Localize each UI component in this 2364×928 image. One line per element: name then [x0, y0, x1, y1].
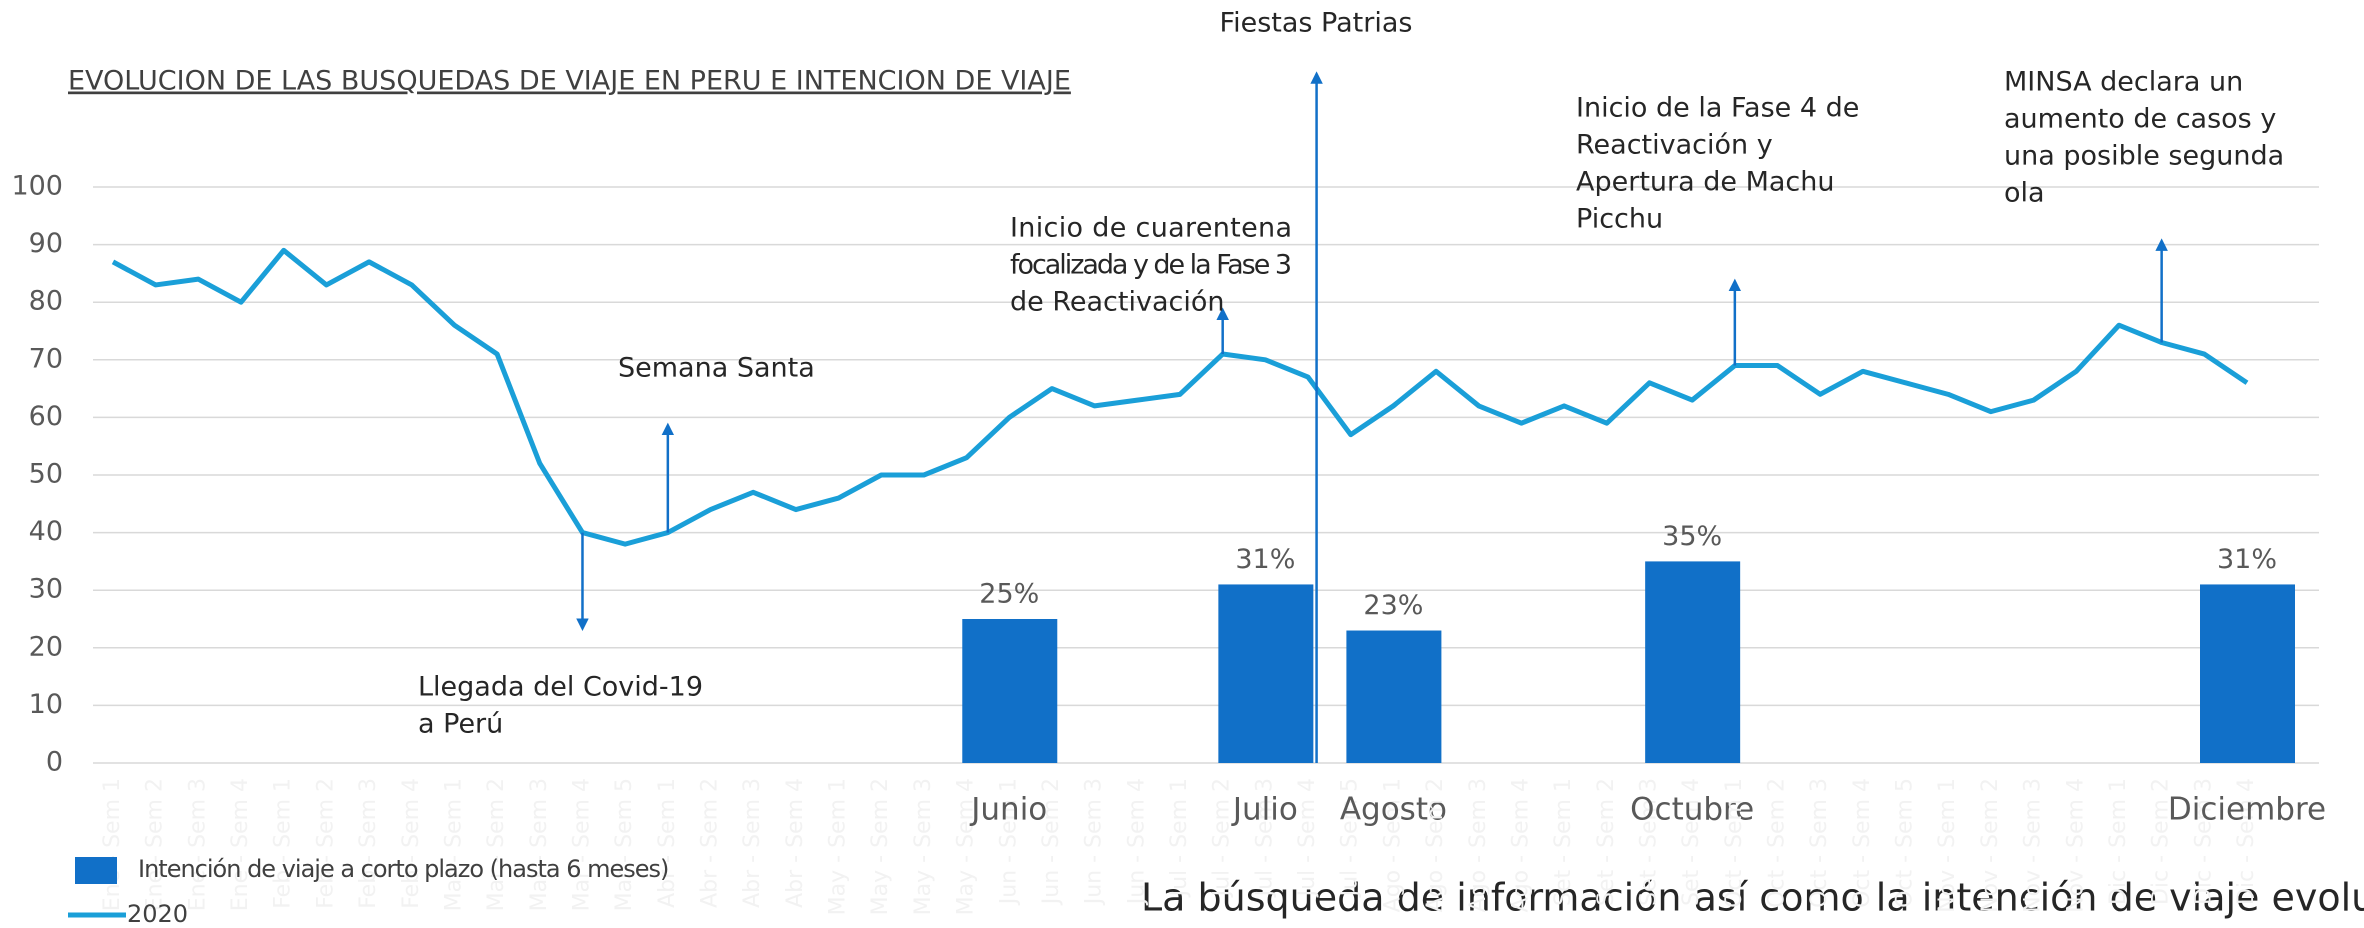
- x-tick-label: Mar - Sem 5: [612, 778, 637, 911]
- month-label: Julio: [1231, 792, 1298, 828]
- annotation-text: aumento de casos y: [2004, 104, 2276, 135]
- x-tick-label: Ago - Sem 1: [1380, 778, 1405, 912]
- x-tick-label: Ago - Sem 2: [1423, 778, 1448, 912]
- line-series: [111, 247, 2249, 547]
- annotation-text: Semana Santa: [618, 353, 815, 384]
- annotation-text: focalizada y de la Fase 3: [1010, 250, 1292, 281]
- legend-swatch: [75, 857, 117, 884]
- x-tick-label: Mar - Sem 3: [527, 778, 552, 911]
- x-tick-label: May - Sem 4: [954, 778, 979, 915]
- y-tick-label: 60: [29, 401, 63, 432]
- x-tick-label: Feb - Sem 1: [271, 778, 296, 909]
- x-tick-label: Set - Sem 3: [1636, 778, 1661, 906]
- x-tick-label: Dic - Sem 3: [2191, 778, 2216, 905]
- x-tick-label: Jun - Sem 3: [1082, 778, 1107, 906]
- x-tick-label: Nov - Sem 4: [2063, 778, 2088, 913]
- bar-value-label: 25%: [979, 579, 1039, 610]
- x-tick-label: Abr - Sem 3: [740, 778, 765, 908]
- annotation-text: una posible segunda: [2004, 141, 2284, 172]
- x-tick-label: Ago - Sem 3: [1466, 778, 1491, 912]
- footer-text: La búsqueda de información así como la i…: [1141, 876, 2364, 920]
- bar-value-label: 35%: [1662, 521, 1722, 552]
- bar-value-label: 31%: [1235, 544, 1295, 575]
- x-tick-label: Ene - Sem 4: [228, 778, 253, 911]
- x-tick-label: Oct - Sem 4: [1850, 778, 1875, 908]
- x-tick-label: Abr - Sem 4: [783, 778, 808, 908]
- x-tick-label: May - Sem 2: [868, 778, 893, 915]
- x-tick-label: Jun - Sem 4: [1124, 778, 1149, 906]
- annotation-text: Picchu: [1576, 204, 1663, 235]
- x-tick-label: Oct - Sem 2: [1765, 778, 1790, 908]
- y-tick-label: 100: [11, 171, 63, 202]
- x-tick-label: Dic - Sem 4: [2234, 778, 2259, 905]
- x-tick-label: Abr - Sem 2: [698, 778, 723, 908]
- y-tick-label: 30: [29, 574, 63, 605]
- x-tick-label: Mar - Sem 4: [569, 778, 594, 911]
- month-label: Octubre: [1630, 792, 1754, 828]
- month-label: Junio: [969, 792, 1047, 828]
- x-tick-label: Feb - Sem 2: [313, 778, 338, 909]
- x-tick-label: Nov - Sem 2: [1978, 778, 2003, 913]
- y-tick-label: 80: [29, 286, 63, 317]
- chart-title: EVOLUCION DE LAS BUSQUEDAS DE VIAJE EN P…: [68, 66, 1071, 97]
- x-tick-label: Ene - Sem 2: [143, 778, 168, 911]
- x-tick-label: Dic - Sem 1: [2106, 778, 2131, 905]
- x-tick-label: Jul - Sem 2: [1210, 778, 1235, 898]
- y-tick-label: 50: [29, 459, 63, 490]
- x-tick-label: Nov - Sem 1: [1935, 778, 1960, 913]
- bar-value-label: 31%: [2217, 544, 2277, 575]
- x-tick-label: May - Sem 1: [826, 778, 851, 915]
- annotation-text: de Reactivación: [1010, 287, 1224, 318]
- x-tick-label: Mar - Sem 2: [484, 778, 509, 911]
- annotation-text: Apertura de Machu: [1576, 167, 1835, 198]
- bar: [1218, 584, 1314, 763]
- x-tick-label: Abr - Sem 1: [655, 778, 680, 908]
- x-tick-label: Ene - Sem 1: [100, 778, 125, 911]
- x-tick-label: Oct - Sem 1: [1722, 778, 1747, 908]
- x-tick-label: Jul - Sem 4: [1295, 778, 1320, 898]
- y-tick-label: 70: [29, 343, 63, 374]
- x-tick-label: Dic - Sem 2: [2149, 778, 2174, 905]
- x-tick-label: Ago - Sem 4: [1508, 778, 1533, 912]
- bar-value-label: 23%: [1363, 590, 1423, 621]
- bar: [1645, 561, 1741, 763]
- annotation-text: MINSA declara un: [2004, 67, 2243, 98]
- month-label: Agosto: [1340, 792, 1447, 828]
- x-tick-label: Jun - Sem 1: [996, 778, 1021, 906]
- annotation-text: a Perú: [418, 709, 503, 740]
- x-tick-label: Feb - Sem 4: [399, 778, 424, 909]
- x-tick-label: Set - Sem 4: [1679, 778, 1704, 906]
- y-tick-label: 10: [29, 689, 63, 720]
- y-tick-label: 0: [46, 747, 63, 778]
- x-tick-label: Set - Sem 2: [1594, 778, 1619, 906]
- x-tick-label: May - Sem 3: [911, 778, 936, 915]
- annotation-text: Reactivación y: [1576, 130, 1773, 161]
- annotation-text: Inicio de la Fase 4 de: [1576, 93, 1859, 124]
- y-tick-label: 90: [29, 228, 63, 259]
- month-label: Diciembre: [2168, 792, 2326, 828]
- x-tick-label: Ene - Sem 3: [185, 778, 210, 911]
- x-tick-label: Mar - Sem 1: [441, 778, 466, 911]
- x-tick-label: Feb - Sem 3: [356, 778, 381, 909]
- legend-label: Intención de viaje a corto plazo (hasta …: [138, 855, 668, 883]
- x-tick-label: Jul - Sem 3: [1252, 778, 1277, 898]
- bar: [1346, 630, 1442, 763]
- x-tick-label: Oct - Sem 3: [1807, 778, 1832, 908]
- y-tick-label: 40: [29, 516, 63, 547]
- annotation-text: Fiestas Patrias: [1220, 8, 1413, 39]
- x-tick-label: Set - Sem 1: [1551, 778, 1576, 906]
- x-tick-label: Jul - Sem 1: [1167, 778, 1192, 898]
- legend-label: 2020: [127, 900, 188, 928]
- y-tick-label: 20: [29, 631, 63, 662]
- x-tick-label: Nov - Sem 3: [2021, 778, 2046, 913]
- x-tick-label: Jul - Sem 5: [1338, 778, 1363, 898]
- annotation-text: ola: [2004, 178, 2045, 209]
- x-tick-label: Oct - Sem 5: [1893, 778, 1918, 908]
- bar: [2200, 584, 2295, 763]
- bar: [962, 619, 1058, 763]
- annotation-text: Llegada del Covid-19: [418, 672, 703, 703]
- x-tick-label: Jun - Sem 2: [1039, 778, 1064, 906]
- annotation-text: Inicio de cuarentena: [1010, 213, 1292, 244]
